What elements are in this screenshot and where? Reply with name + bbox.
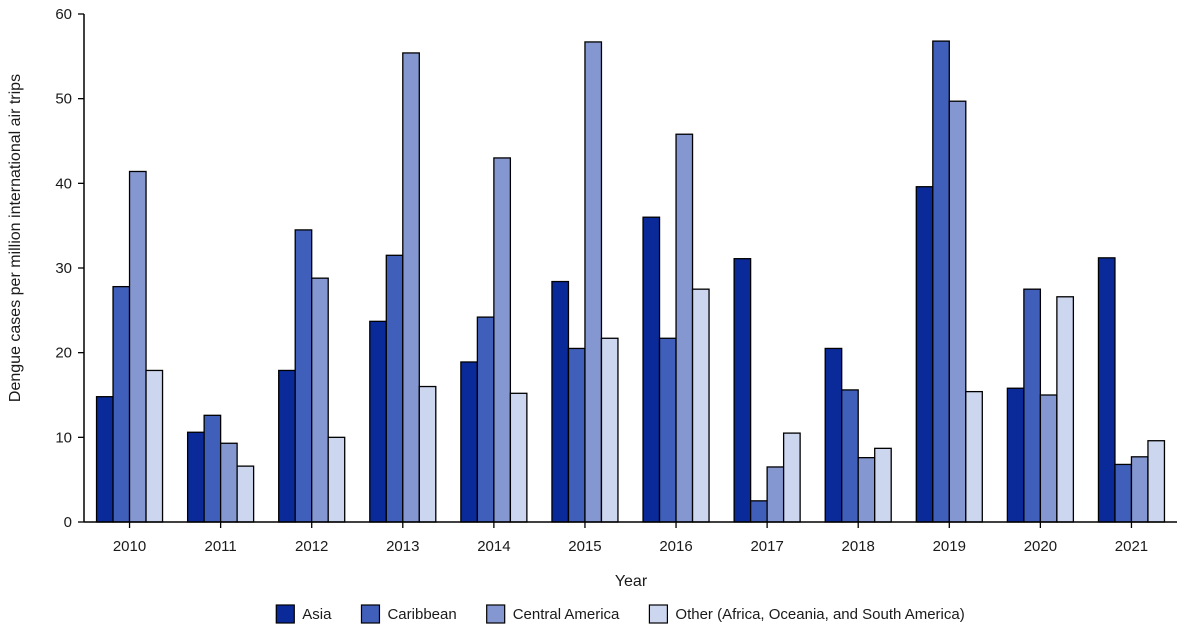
bar-2013-asia [369, 320, 387, 523]
bar-2018-asia [824, 347, 843, 523]
y-tick-label: 40 [55, 175, 72, 192]
bar-2021-central [1130, 456, 1149, 523]
plot-area [95, 40, 1166, 523]
x-tick-label: 2020 [1024, 538, 1057, 555]
y-tick-label: 0 [64, 514, 72, 531]
bar-2010-asia [95, 396, 114, 523]
x-tick-label: 2018 [842, 538, 875, 555]
bar-2017-caribbean [749, 500, 768, 523]
x-axis: 2010 2011 2012 2013 2014 2015 2016 2017 2018 2019… [84, 521, 1177, 555]
legend-swatch [486, 604, 506, 624]
y-tick-label: 10 [55, 429, 72, 446]
legend-item-central: Central America [486, 604, 620, 624]
bar-2020-central [1039, 394, 1058, 523]
bar-2020-other [1056, 296, 1075, 523]
x-tick-label: 2021 [1115, 538, 1148, 555]
bar-2015-other [600, 337, 619, 523]
bar-2010-other [145, 369, 164, 523]
legend-swatch [648, 604, 669, 624]
bar-2020-caribbean [1023, 288, 1042, 523]
bar-2019-central [948, 100, 967, 523]
bar-2018-other [874, 447, 892, 523]
bar-2017-central [766, 466, 785, 523]
bar-2013-caribbean [385, 254, 404, 523]
bar-2021-other [1147, 440, 1166, 523]
bar-2011-caribbean [203, 414, 222, 523]
bar-2012-other [327, 436, 346, 523]
legend-label: Other (Africa, Oceania, and South Americ… [675, 606, 964, 623]
legend-label: Asia [302, 606, 332, 623]
x-axis-title: Year [615, 573, 648, 590]
legend-label: Central America [513, 606, 620, 623]
bar-2013-other [418, 385, 437, 523]
y-tick-label: 60 [55, 6, 72, 23]
bar-2010-central [128, 170, 147, 523]
bar-2021-caribbean [1114, 463, 1133, 523]
y-axis: 0 10 20 30 40 50 60 [55, 6, 85, 531]
bar-2011-asia [186, 431, 205, 523]
y-tick-label: 20 [55, 345, 72, 362]
bar-2014-caribbean [476, 316, 495, 523]
bar-2012-asia [278, 369, 296, 523]
bar-2014-asia [460, 361, 479, 523]
y-axis-title: Dengue cases per million international a… [7, 74, 24, 402]
x-tick-label: 2016 [659, 538, 692, 555]
bar-2019-asia [915, 186, 934, 523]
bar-2016-asia [642, 216, 661, 523]
bar-2012-central [311, 277, 329, 523]
y-tick-label: 50 [55, 91, 72, 108]
x-tick-label: 2013 [386, 538, 419, 555]
x-tick-label: 2012 [295, 538, 328, 555]
bar-2014-central [493, 157, 512, 523]
legend: Asia Caribbean Central America Other (Afric… [275, 604, 965, 624]
bar-2015-central [584, 41, 603, 523]
bar-2019-other [965, 390, 983, 523]
legend-swatch [275, 604, 295, 624]
x-tick-label: 2017 [750, 538, 783, 555]
x-tick-label: 2014 [477, 538, 510, 555]
bar-2018-caribbean [841, 389, 859, 523]
bar-2015-asia [551, 280, 570, 523]
y-tick-label: 30 [55, 260, 72, 277]
bar-2011-other [236, 465, 255, 523]
legend-item-other: Other (Africa, Oceania, and South Americ… [648, 604, 965, 624]
bar-2015-caribbean [567, 347, 586, 523]
legend-label: Caribbean [387, 606, 456, 623]
x-tick-label: 2019 [933, 538, 966, 555]
bar-2010-caribbean [112, 285, 131, 523]
x-tick-label: 2015 [568, 538, 601, 555]
bar-2014-other [509, 392, 528, 523]
bar-2018-central [857, 457, 876, 523]
bar-2021-asia [1097, 257, 1116, 523]
bar-2016-central [675, 133, 694, 523]
x-tick-label: 2011 [204, 538, 236, 555]
bar-2017-other [782, 432, 801, 523]
bar-2016-caribbean [658, 337, 677, 523]
bar-2013-central [402, 52, 420, 523]
bar-2011-central [219, 442, 238, 523]
legend-item-asia: Asia [275, 604, 332, 624]
bar-2019-caribbean [932, 40, 950, 523]
bar-2020-asia [1006, 387, 1025, 523]
legend-item-caribbean: Caribbean [360, 604, 457, 624]
x-tick-label: 2010 [113, 538, 146, 555]
legend-swatch [360, 604, 381, 624]
bar-2016-other [691, 288, 710, 523]
bar-2017-asia [733, 258, 752, 523]
bar-2012-caribbean [294, 229, 313, 523]
